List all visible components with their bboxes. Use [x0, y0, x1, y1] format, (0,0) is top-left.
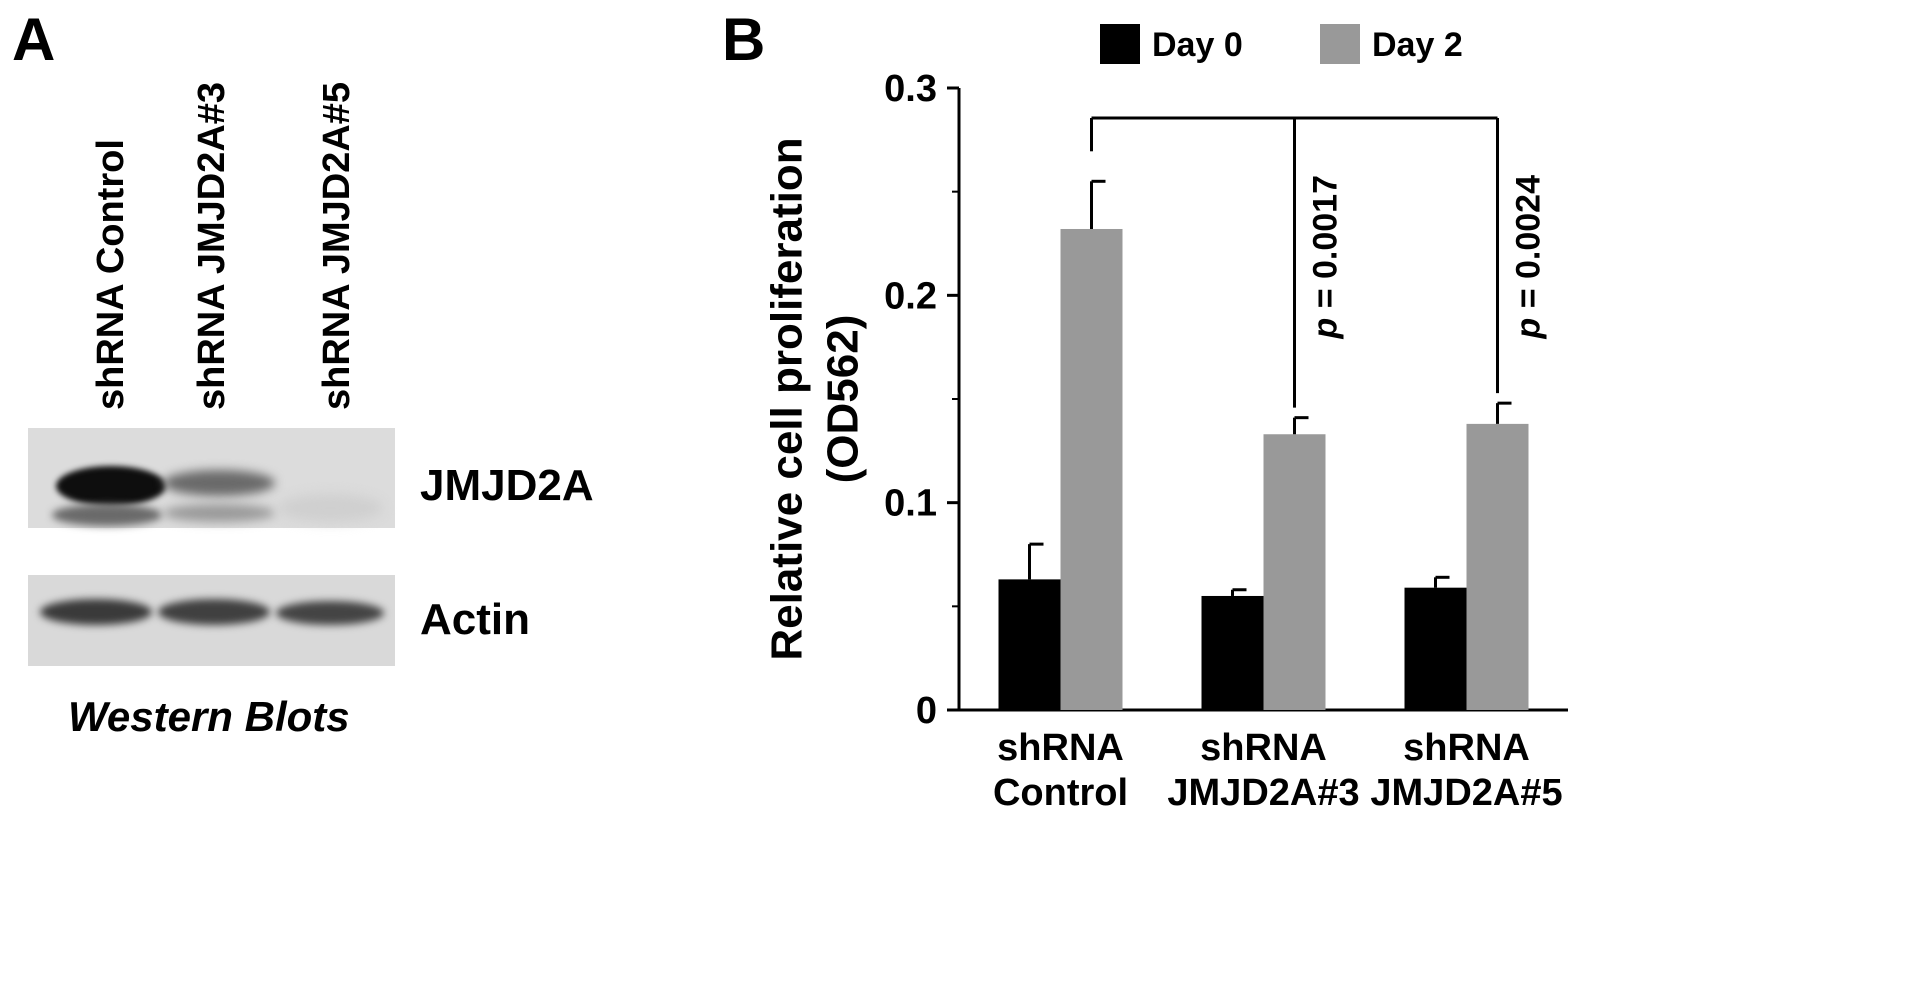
- actin-band-jmjd2a-5: [276, 601, 384, 625]
- actin-blot-label: Actin: [420, 595, 530, 644]
- actin-band-control: [40, 599, 152, 625]
- jmjd2a-blot-label: JMJD2A: [420, 461, 594, 510]
- legend-swatch-day-2: [1320, 24, 1360, 64]
- bar-day-0: [1404, 587, 1467, 710]
- bar-day-2: [1263, 434, 1326, 710]
- p-value-label: p = 0.0024: [1510, 175, 1548, 340]
- y-tick-label: 0.1: [884, 483, 937, 525]
- x-category-label: JMJD2A#3: [1167, 772, 1359, 814]
- actin-blot-membrane: [28, 575, 395, 666]
- panel-b-letter: B: [722, 6, 766, 73]
- jmjd2a-band-control: [56, 466, 166, 506]
- x-category-label: shRNA: [1403, 727, 1530, 769]
- y-tick-label: 0.3: [884, 68, 937, 110]
- legend-label: Day 2: [1372, 26, 1463, 64]
- jmjd2a-band-jmjd2a-3-lower: [163, 504, 275, 522]
- panel-a-letter: A: [12, 6, 56, 73]
- y-axis-title: Relative cell proliferation: [763, 137, 812, 660]
- actin-band-jmjd2a-3: [158, 599, 270, 625]
- x-category-label: Control: [993, 772, 1128, 814]
- bar-day-0: [1201, 595, 1264, 710]
- bar-day-2: [1466, 423, 1529, 710]
- western-blots-caption: Western Blots: [68, 693, 350, 740]
- p-value-label: p = 0.0017: [1307, 175, 1345, 340]
- legend-swatch-day-0: [1100, 24, 1140, 64]
- x-category-label: JMJD2A#5: [1370, 772, 1562, 814]
- legend-label: Day 0: [1152, 26, 1243, 64]
- jmjd2a-band-control-lower: [52, 504, 162, 526]
- y-tick-label: 0.2: [884, 275, 937, 317]
- x-category-label: shRNA: [997, 727, 1124, 769]
- y-tick-label: 0: [916, 690, 937, 732]
- jmjd2a-blot-membrane: [28, 428, 395, 528]
- x-category-label: shRNA: [1200, 727, 1327, 769]
- bar-day-2: [1060, 228, 1123, 710]
- jmjd2a-band-jmjd2a-5: [278, 494, 383, 522]
- bar-day-0: [998, 579, 1061, 710]
- y-axis-title: (OD562): [819, 315, 868, 484]
- jmjd2a-band-jmjd2a-3: [163, 470, 275, 496]
